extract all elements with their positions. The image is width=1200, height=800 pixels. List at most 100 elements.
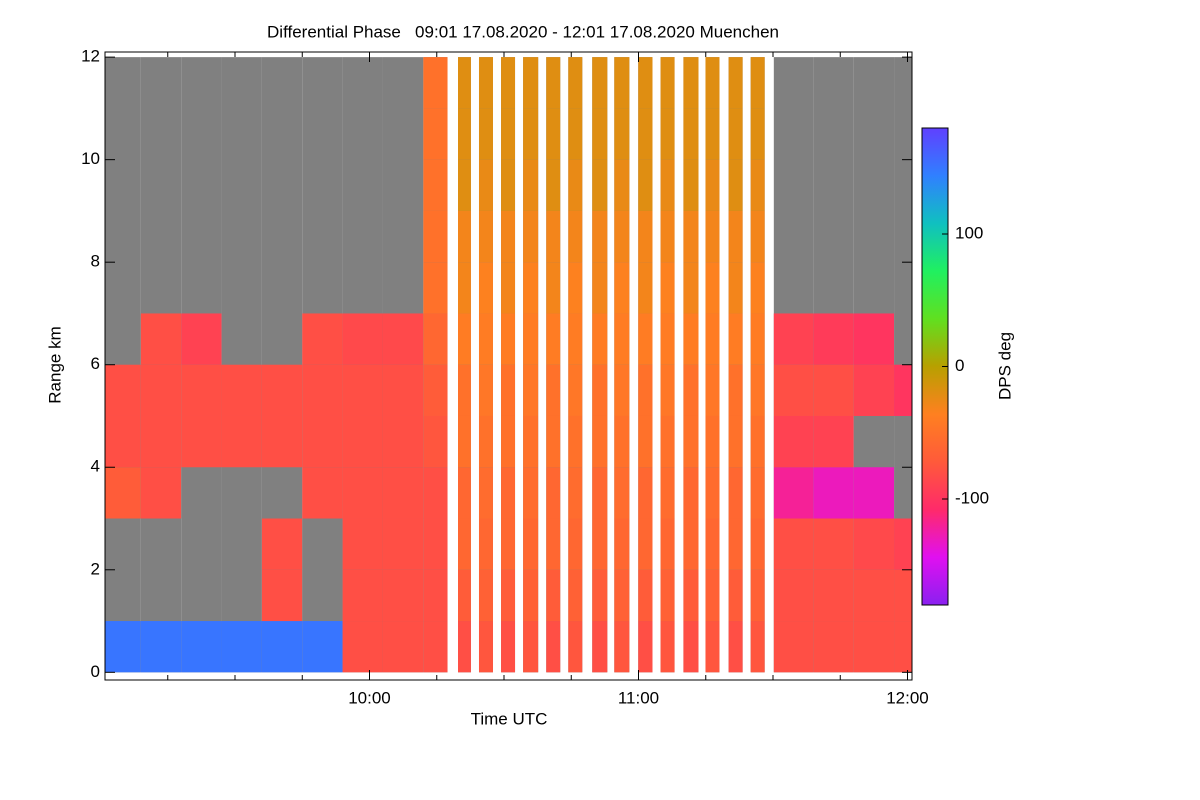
heatmap-cell xyxy=(478,57,493,109)
heatmap-cell xyxy=(302,621,343,673)
heatmap-cell xyxy=(750,159,765,211)
heatmap-cell xyxy=(523,262,539,314)
heatmap-cell xyxy=(728,210,743,263)
heatmap-cell xyxy=(423,621,448,673)
heatmap-cell xyxy=(705,467,720,519)
heatmap-cell xyxy=(614,313,630,365)
heatmap-cell xyxy=(592,262,608,314)
heatmap-cell xyxy=(140,467,182,519)
y-tick-label: 10 xyxy=(81,149,100,168)
heatmap-cell xyxy=(592,159,608,211)
heatmap-cell xyxy=(614,415,630,468)
heatmap-cell xyxy=(750,415,765,468)
heatmap-cell xyxy=(501,415,516,468)
heatmap-cell xyxy=(728,569,743,622)
heatmap-cell xyxy=(501,467,516,519)
heatmap-cell xyxy=(105,415,141,468)
x-axis-label: Time UTC xyxy=(471,709,548,728)
heatmap-cell xyxy=(614,159,630,211)
heatmap-cell xyxy=(894,569,912,622)
heatmap-cell xyxy=(853,364,895,416)
heatmap-cell xyxy=(728,313,743,365)
heatmap-cell xyxy=(705,262,720,314)
heatmap-cell xyxy=(683,313,699,365)
heatmap-cell xyxy=(523,415,539,468)
heatmap-cell xyxy=(592,210,608,263)
heatmap-cell xyxy=(728,364,743,416)
heatmap-cell xyxy=(523,210,539,263)
heatmap-cell xyxy=(458,415,471,468)
heatmap-cell xyxy=(660,159,675,211)
heatmap-cell xyxy=(478,467,493,519)
heatmap-cell xyxy=(478,415,493,468)
heatmap-cell xyxy=(478,569,493,622)
heatmap-cell xyxy=(638,313,653,365)
heatmap-cell xyxy=(638,57,653,109)
heatmap-cell xyxy=(501,159,516,211)
heatmap-cell xyxy=(705,364,720,416)
heatmap-cell xyxy=(501,621,516,673)
heatmap-cell xyxy=(523,364,539,416)
heatmap-cell xyxy=(501,262,516,314)
heatmap-cell xyxy=(458,313,471,365)
heatmap-cell xyxy=(750,262,765,314)
heatmap-cell xyxy=(478,621,493,673)
heatmap-cell xyxy=(568,313,583,365)
heatmap-cell xyxy=(683,621,699,673)
heatmap-cell xyxy=(728,415,743,468)
heatmap-cell xyxy=(342,313,383,365)
y-tick-label: 8 xyxy=(91,252,100,271)
heatmap-cell xyxy=(382,467,424,519)
heatmap-cell xyxy=(501,569,516,622)
heatmap-cell xyxy=(523,621,539,673)
heatmap-cell xyxy=(221,364,262,416)
heatmap-cell xyxy=(423,364,448,416)
y-tick-label: 2 xyxy=(91,559,100,578)
heatmap-cell xyxy=(302,467,343,519)
heatmap-cell xyxy=(546,415,561,468)
heatmap-cell xyxy=(683,518,699,570)
heatmap-cell xyxy=(638,569,653,622)
heatmap-cell xyxy=(614,467,630,519)
heatmap-cell xyxy=(638,159,653,211)
heatmap-cell xyxy=(546,159,561,211)
heatmap-cell xyxy=(660,57,675,109)
heatmap-cell xyxy=(568,210,583,263)
heatmap-cell xyxy=(458,569,471,622)
x-tick-label: 10:00 xyxy=(348,688,391,707)
heatmap-cell xyxy=(458,364,471,416)
heatmap-cell xyxy=(705,210,720,263)
heatmap-cell xyxy=(683,210,699,263)
heatmap-cell xyxy=(614,108,630,160)
heatmap-cell xyxy=(813,364,854,416)
heatmap-cell xyxy=(592,313,608,365)
heatmap-cell xyxy=(568,57,583,109)
heatmap-cell xyxy=(302,364,343,416)
heatmap-cell xyxy=(140,313,182,365)
heatmap-cell xyxy=(423,415,448,468)
heatmap-cell xyxy=(853,313,895,365)
heatmap-cell xyxy=(813,467,854,519)
heatmap-cell xyxy=(728,262,743,314)
heatmap-cell xyxy=(546,313,561,365)
heatmap-cell xyxy=(638,467,653,519)
heatmap-cell xyxy=(614,621,630,673)
heatmap-cell xyxy=(728,159,743,211)
heatmap-cell xyxy=(894,621,912,673)
heatmap-cell xyxy=(813,621,854,673)
heatmap-cell xyxy=(342,621,383,673)
heatmap-cell xyxy=(773,415,814,468)
heatmap-cell xyxy=(546,569,561,622)
heatmap-cell xyxy=(614,569,630,622)
heatmap-cell xyxy=(478,518,493,570)
heatmap-cell xyxy=(261,569,303,622)
heatmap-cell xyxy=(568,569,583,622)
heatmap-cell xyxy=(660,569,675,622)
heatmap-cell xyxy=(638,415,653,468)
heatmap-cell xyxy=(568,108,583,160)
heatmap-cell xyxy=(813,518,854,570)
colorbar-tick-label: 0 xyxy=(955,356,964,375)
heatmap-cell xyxy=(523,57,539,109)
colorbar-label: DPS deg xyxy=(995,332,1014,400)
